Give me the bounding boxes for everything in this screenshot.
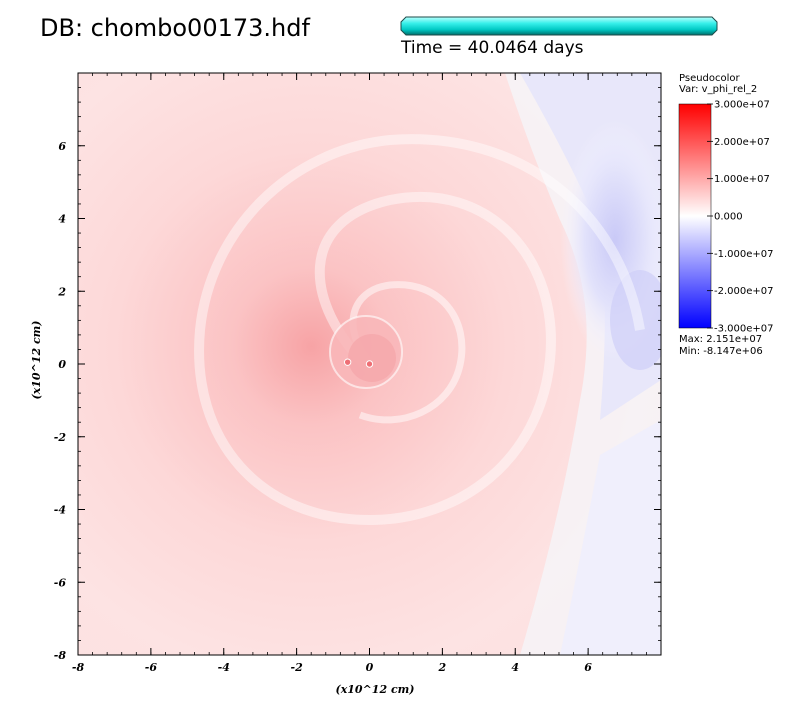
colorbar-tick-label: 2.000e+07 [714, 137, 770, 148]
y-tick-label: -8 [54, 649, 67, 662]
legend-stats: Max: 2.151e+07 Min: -8.147e+06 [679, 334, 763, 358]
legend-header: Pseudocolor Var: v_phi_rel_2 [679, 73, 757, 95]
legend-min: Min: -8.147e+06 [679, 346, 763, 357]
x-tick-label: -4 [218, 661, 230, 674]
x-axis: -8 -6 -4 -2 0 2 4 6 [72, 73, 647, 674]
core-2-marker [365, 360, 374, 368]
time-label: Time = 40.0464 days [401, 38, 584, 58]
colorbar-tick-label: -2.000e+07 [714, 286, 774, 297]
heatmap-field [78, 73, 661, 655]
x-axis-title: (x10^12 cm) [336, 683, 415, 696]
x-tick-label: -2 [291, 661, 304, 674]
time-slider-bar[interactable] [400, 16, 718, 36]
y-tick-label: 2 [57, 285, 66, 298]
y-tick-label: 0 [58, 358, 66, 371]
y-tick-label: 4 [58, 213, 66, 226]
time-bar-fill [400, 16, 718, 36]
colorbar-tick-label: 3.000e+07 [714, 100, 770, 111]
y-axis: -8 -6 -4 -2 0 2 4 6 [54, 87, 661, 662]
colorbar-tick-label: 1.000e+07 [714, 174, 770, 185]
colorbar-tick-label: 0.000 [714, 212, 743, 223]
legend-plot-type: Pseudocolor [679, 73, 740, 84]
y-tick-label: -4 [54, 504, 66, 517]
colorbar [678, 103, 712, 329]
x-tick-label: 4 [511, 661, 519, 674]
legend-variable: Var: v_phi_rel_2 [679, 84, 758, 95]
colorbar-tick-label: -3.000e+07 [714, 324, 774, 335]
core-1-marker [343, 358, 352, 366]
x-tick-label: -8 [72, 661, 85, 674]
x-tick-label: -6 [145, 661, 158, 674]
x-tick-label: 0 [366, 661, 374, 674]
y-tick-label: -6 [54, 576, 67, 589]
colorbar-ticks: 3.000e+07 2.000e+07 1.000e+07 0.000 -1.000e+… [707, 100, 774, 335]
x-tick-label: 2 [438, 661, 447, 674]
y-tick-label: -2 [54, 431, 67, 444]
colorbar-tick-label: -1.000e+07 [714, 249, 774, 260]
y-axis-title: (x10^12 cm) [30, 321, 43, 400]
legend-max: Max: 2.151e+07 [679, 334, 763, 345]
db-title: DB: chombo00173.hdf [40, 14, 310, 42]
x-tick-label: 6 [584, 661, 592, 674]
y-tick-label: 6 [58, 140, 66, 153]
